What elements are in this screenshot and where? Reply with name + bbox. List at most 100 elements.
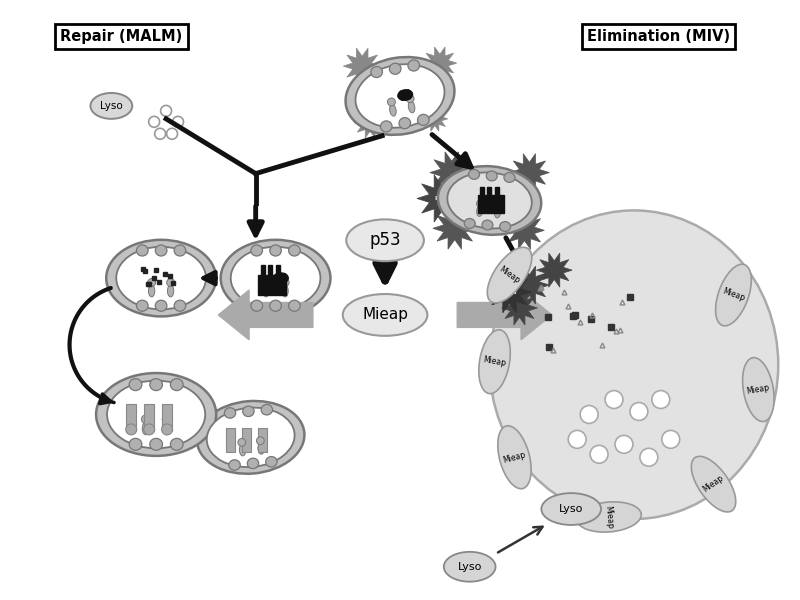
Ellipse shape — [490, 197, 493, 205]
Ellipse shape — [263, 285, 270, 297]
Text: ROS: ROS — [434, 196, 449, 201]
Circle shape — [652, 391, 670, 409]
Polygon shape — [343, 48, 381, 84]
Ellipse shape — [418, 115, 429, 125]
Ellipse shape — [274, 273, 288, 283]
Ellipse shape — [289, 300, 300, 311]
FancyBboxPatch shape — [480, 187, 484, 196]
Circle shape — [477, 200, 484, 208]
Polygon shape — [423, 47, 457, 79]
Circle shape — [162, 415, 171, 424]
Polygon shape — [487, 271, 531, 313]
Circle shape — [387, 98, 395, 106]
Polygon shape — [417, 175, 466, 222]
Ellipse shape — [170, 379, 183, 391]
Ellipse shape — [251, 300, 262, 311]
Polygon shape — [458, 290, 552, 340]
Circle shape — [166, 128, 178, 139]
Ellipse shape — [447, 172, 532, 229]
Ellipse shape — [96, 373, 216, 456]
Ellipse shape — [486, 171, 498, 181]
Ellipse shape — [438, 166, 542, 235]
Ellipse shape — [129, 439, 142, 451]
Circle shape — [568, 430, 586, 448]
Ellipse shape — [403, 91, 407, 100]
Polygon shape — [354, 107, 386, 138]
Text: Lyso: Lyso — [458, 562, 482, 572]
Circle shape — [148, 278, 155, 286]
Ellipse shape — [500, 221, 510, 232]
Ellipse shape — [167, 285, 174, 297]
Polygon shape — [502, 291, 538, 325]
Circle shape — [662, 430, 680, 448]
Ellipse shape — [497, 197, 499, 205]
Circle shape — [126, 424, 137, 435]
Ellipse shape — [444, 552, 495, 581]
Ellipse shape — [170, 439, 183, 451]
Ellipse shape — [399, 118, 410, 128]
Circle shape — [590, 445, 608, 463]
Ellipse shape — [346, 220, 424, 261]
Ellipse shape — [289, 245, 300, 256]
Ellipse shape — [163, 422, 170, 435]
Ellipse shape — [691, 456, 736, 512]
FancyBboxPatch shape — [162, 404, 172, 431]
FancyBboxPatch shape — [268, 265, 272, 275]
Text: p53: p53 — [370, 231, 401, 249]
FancyBboxPatch shape — [478, 196, 503, 214]
Circle shape — [154, 128, 166, 139]
Circle shape — [615, 436, 633, 453]
Ellipse shape — [390, 63, 401, 74]
Circle shape — [605, 391, 623, 409]
Ellipse shape — [479, 330, 510, 394]
Ellipse shape — [493, 197, 496, 205]
Ellipse shape — [381, 121, 392, 132]
FancyBboxPatch shape — [487, 187, 491, 196]
Ellipse shape — [106, 240, 216, 316]
Ellipse shape — [174, 300, 186, 311]
Text: Mieap: Mieap — [482, 355, 506, 368]
Ellipse shape — [494, 208, 501, 218]
Ellipse shape — [482, 220, 493, 230]
Text: Mieap: Mieap — [702, 474, 726, 494]
Text: Mieap: Mieap — [746, 383, 770, 396]
Ellipse shape — [230, 247, 321, 310]
Ellipse shape — [464, 218, 475, 229]
Ellipse shape — [150, 439, 162, 451]
Ellipse shape — [477, 206, 482, 217]
Ellipse shape — [355, 64, 445, 128]
Ellipse shape — [407, 90, 410, 99]
Ellipse shape — [174, 245, 186, 256]
FancyBboxPatch shape — [144, 404, 154, 431]
Ellipse shape — [90, 93, 132, 119]
Ellipse shape — [342, 294, 427, 336]
Ellipse shape — [261, 404, 273, 415]
Ellipse shape — [229, 460, 240, 470]
Ellipse shape — [390, 104, 396, 116]
Circle shape — [406, 95, 414, 103]
Ellipse shape — [107, 380, 206, 448]
Circle shape — [262, 278, 270, 286]
Ellipse shape — [346, 57, 454, 135]
Polygon shape — [218, 290, 313, 340]
Circle shape — [166, 278, 174, 286]
Text: Mieap: Mieap — [721, 287, 746, 303]
Ellipse shape — [224, 408, 236, 418]
Ellipse shape — [275, 274, 278, 283]
Ellipse shape — [247, 458, 258, 469]
Ellipse shape — [487, 196, 502, 206]
Text: ROS: ROS — [502, 290, 517, 295]
Ellipse shape — [542, 493, 601, 525]
Polygon shape — [510, 266, 550, 304]
Ellipse shape — [242, 406, 254, 416]
Ellipse shape — [469, 169, 479, 179]
Ellipse shape — [142, 422, 150, 435]
Ellipse shape — [206, 407, 294, 467]
Circle shape — [162, 424, 173, 435]
Circle shape — [238, 439, 246, 446]
Polygon shape — [430, 152, 474, 193]
Circle shape — [640, 448, 658, 466]
FancyBboxPatch shape — [126, 404, 136, 431]
Ellipse shape — [400, 91, 403, 100]
Circle shape — [580, 406, 598, 424]
